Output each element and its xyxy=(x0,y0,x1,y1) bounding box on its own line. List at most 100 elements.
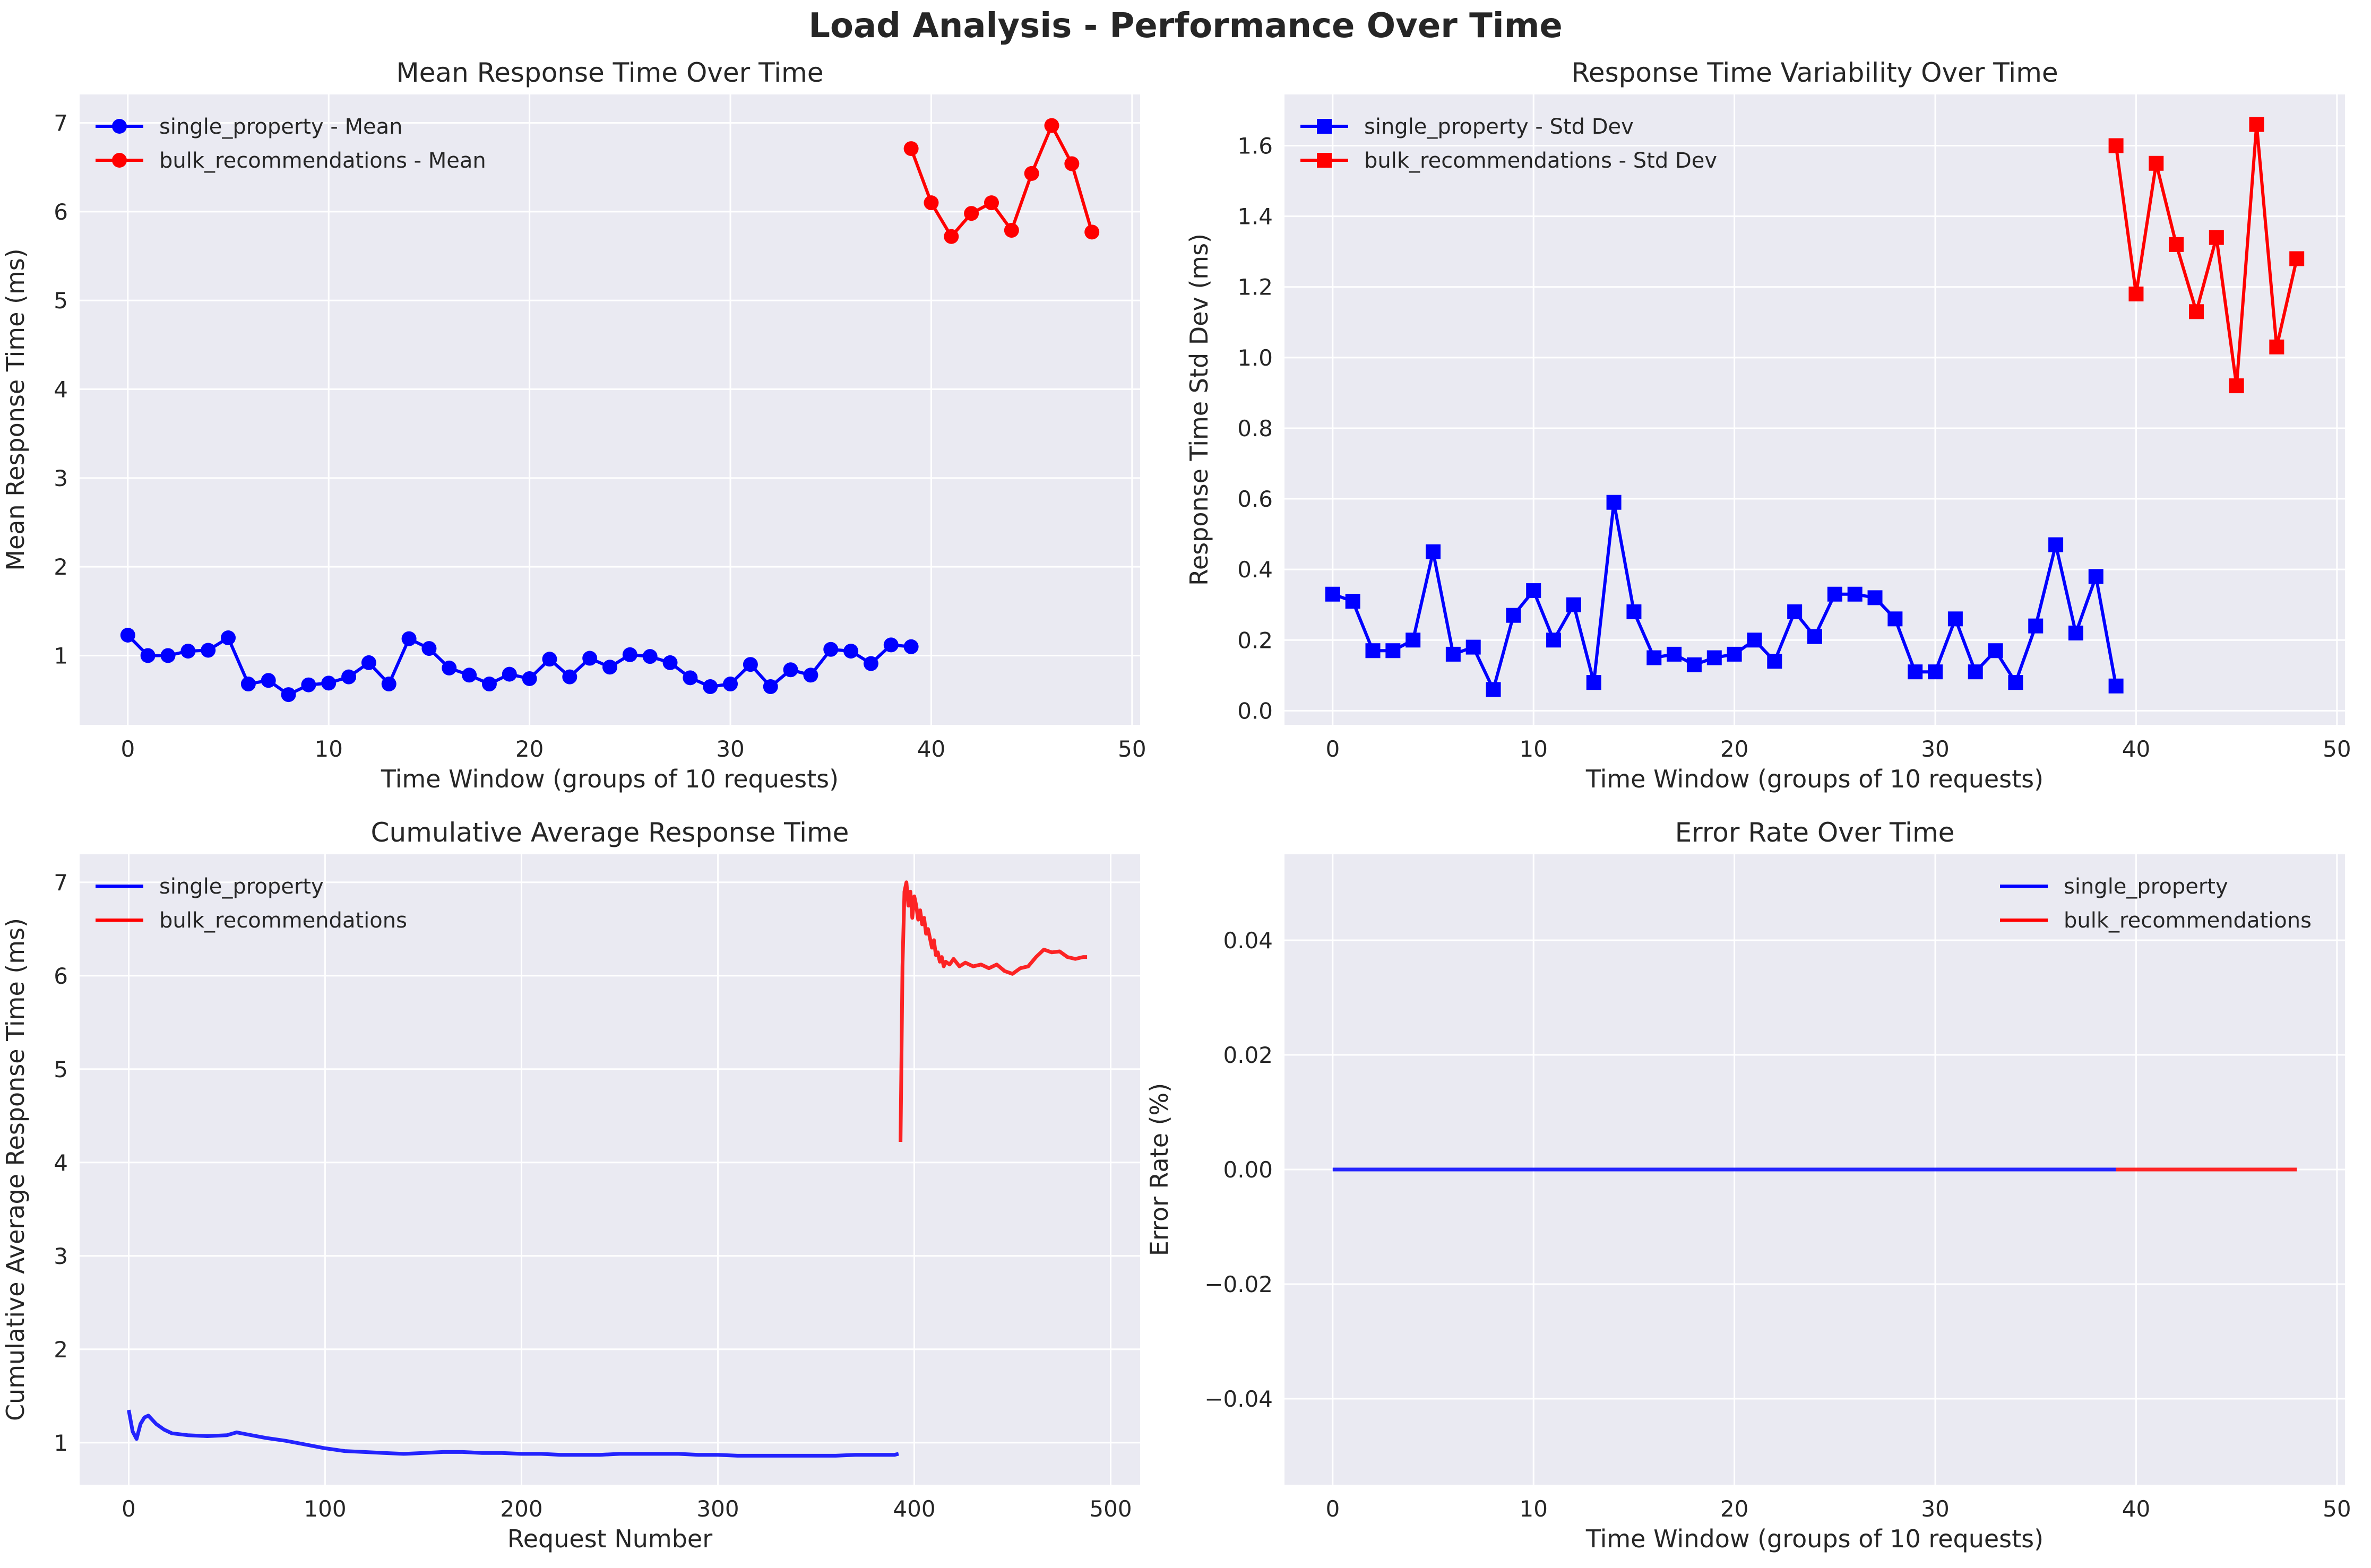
series-line xyxy=(127,1409,899,1458)
legend: single_property bulk_recommendations xyxy=(96,874,407,933)
data-point xyxy=(803,668,818,683)
data-point xyxy=(2269,339,2284,354)
y-tick-label: 1 xyxy=(54,1430,68,1456)
data-point xyxy=(1988,643,2003,659)
data-point xyxy=(1928,664,1943,680)
data-point xyxy=(2209,230,2224,245)
y-tick-label: 0.2 xyxy=(1237,627,1273,653)
data-point xyxy=(281,687,296,703)
data-point xyxy=(763,679,778,695)
data-point xyxy=(442,660,457,675)
data-point xyxy=(522,671,537,686)
y-tick-label: 1 xyxy=(54,643,68,669)
data-point xyxy=(1345,594,1360,609)
legend-item: bulk_recommendations xyxy=(96,908,407,933)
series-line xyxy=(2114,123,2299,388)
data-point xyxy=(843,644,859,659)
data-point xyxy=(1486,682,1501,697)
x-tick-label: 0 xyxy=(1325,736,1340,762)
data-point xyxy=(1727,646,1742,662)
data-point xyxy=(1325,586,1340,602)
y-tick-label: 1.6 xyxy=(1237,133,1273,159)
x-tick-label: 10 xyxy=(1520,1496,1548,1522)
chart-panel-3: 0 100 200 300 400 500 1 2 3 4 5 6 7 Cumulative Averag… xyxy=(1,817,1140,1553)
y-tick-label: 5 xyxy=(54,1056,68,1082)
data-point xyxy=(321,675,337,691)
data-point xyxy=(1686,657,1702,672)
series-2 xyxy=(899,880,1088,1142)
x-tick-label: 40 xyxy=(2122,1496,2150,1522)
x-axis-label: Time Window (groups of 10 requests) xyxy=(381,765,839,793)
x-tick-label: 30 xyxy=(716,736,744,762)
data-point xyxy=(240,677,256,692)
data-point xyxy=(723,677,738,692)
data-point xyxy=(1064,156,1080,171)
y-axis-label: Error Rate (%) xyxy=(1145,1083,1174,1256)
y-tick-label: −0.04 xyxy=(1204,1386,1273,1412)
y-tick-label: 6 xyxy=(54,963,68,989)
y-axis-label: Mean Response Time (ms) xyxy=(1,248,30,570)
data-point xyxy=(1365,643,1381,659)
chart-title: Cumulative Average Response Time xyxy=(371,817,849,848)
legend: single_property bulk_recommendations xyxy=(2000,874,2312,933)
data-point xyxy=(542,652,557,667)
data-point xyxy=(2128,287,2144,302)
data-point xyxy=(1626,604,1642,620)
series-line xyxy=(126,634,911,697)
chart-panel-4: 0 10 20 30 40 50 −0.04 −0.02 0.00 0.02 0.04 Error R… xyxy=(1145,817,2351,1553)
data-point xyxy=(401,631,417,646)
data-point xyxy=(261,673,276,688)
x-tick-label: 30 xyxy=(1921,1496,1949,1522)
data-point xyxy=(1586,675,1601,690)
data-point xyxy=(1706,650,1722,665)
data-point xyxy=(221,630,236,646)
chart-title: Error Rate Over Time xyxy=(1675,817,1955,848)
plot-area xyxy=(80,94,1140,725)
legend-label: bulk_recommendations - Mean xyxy=(159,149,486,173)
data-point xyxy=(1747,633,1762,648)
y-tick-label: 3 xyxy=(54,1243,68,1269)
y-tick-label: 7 xyxy=(54,110,68,136)
x-tick-label: 20 xyxy=(515,736,544,762)
data-point xyxy=(1646,650,1662,665)
data-point xyxy=(2068,625,2083,640)
data-point xyxy=(1887,611,1903,627)
y-tick-label: 1.0 xyxy=(1237,345,1273,371)
x-tick-label: 0 xyxy=(1325,1496,1340,1522)
legend-label: single_property xyxy=(159,874,324,899)
x-tick-label: 10 xyxy=(315,736,343,762)
y-tick-label: 0.04 xyxy=(1223,928,1273,954)
data-point xyxy=(823,642,839,657)
x-tick-label: 400 xyxy=(893,1496,935,1522)
data-point xyxy=(984,195,999,211)
data-point xyxy=(1606,495,1622,510)
x-tick-label: 0 xyxy=(120,736,135,762)
data-point xyxy=(2289,251,2305,266)
data-point xyxy=(1385,643,1401,659)
data-point xyxy=(120,628,135,643)
legend-label: single_property - Mean xyxy=(159,115,403,139)
legend-marker xyxy=(112,153,127,168)
y-axis-label: Cumulative Average Response Time (ms) xyxy=(1,918,30,1421)
x-tick-label: 30 xyxy=(1921,736,1949,762)
data-point xyxy=(562,669,577,685)
data-point xyxy=(924,195,939,211)
y-tick-label: 0.0 xyxy=(1237,698,1273,724)
data-point xyxy=(1044,118,1059,133)
data-point xyxy=(622,647,637,662)
data-point xyxy=(1787,604,1803,620)
data-point xyxy=(1968,664,1983,680)
data-point xyxy=(1546,633,1562,648)
y-tick-label: 4 xyxy=(54,377,68,403)
x-tick-label: 50 xyxy=(2323,1496,2351,1522)
data-point xyxy=(863,656,878,671)
data-point xyxy=(1084,224,1100,240)
y-tick-label: 2 xyxy=(54,554,68,580)
legend-label: single_property xyxy=(2064,874,2228,899)
series-1 xyxy=(127,1409,899,1458)
legend-item: single_property - Mean xyxy=(96,115,403,139)
data-point xyxy=(2229,378,2244,394)
y-tick-label: 1.4 xyxy=(1237,204,1273,230)
data-point xyxy=(903,141,919,157)
